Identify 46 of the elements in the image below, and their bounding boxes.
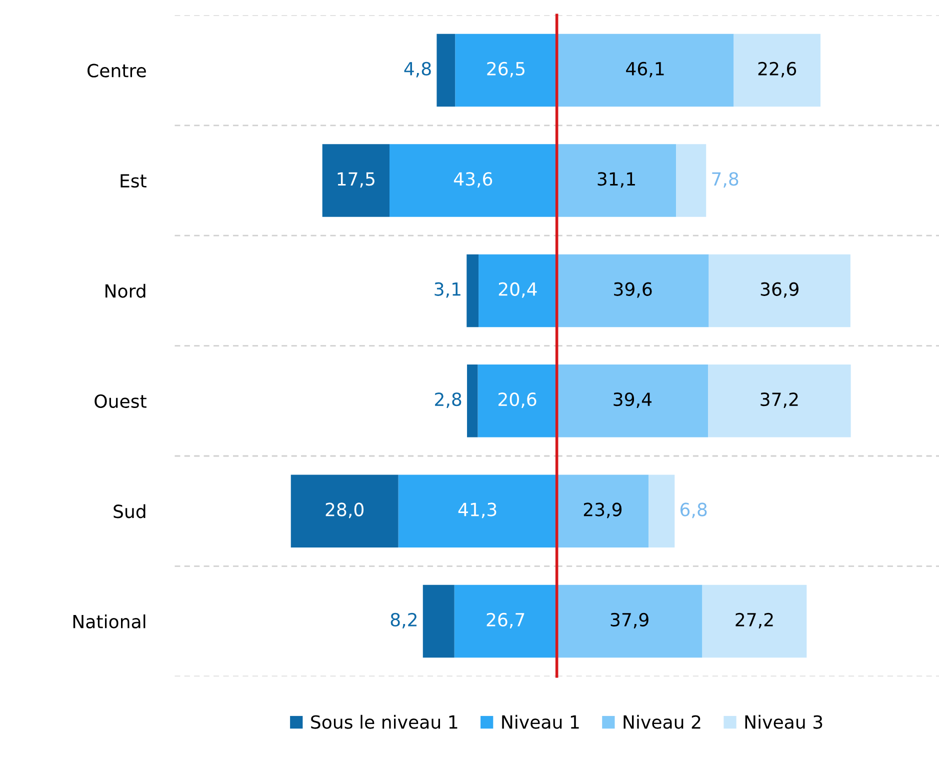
bar [676,144,706,217]
data-label: 7,8 [712,172,738,188]
data-label: 31,1 [598,172,635,188]
y-tick-label: Nord [106,284,146,298]
data-label: 6,8 [680,502,707,518]
data-label: 39,6 [614,282,652,298]
bar [322,144,390,217]
data-label: 2,8 [435,392,462,408]
data-label: 36,9 [760,282,798,298]
bar [708,364,851,438]
data-label: 4,8 [404,62,431,78]
bar [290,474,398,548]
legend-label: Sous le niveau 1 [311,714,458,729]
data-label: 37,2 [760,392,798,408]
legend-label: Niveau 1 [502,714,579,729]
data-label: 39,4 [614,392,652,408]
data-label: 8,2 [390,612,416,628]
bar [648,474,675,548]
data-label: 28,0 [326,502,364,518]
y-tick-label: Ouest [94,394,146,408]
data-label: 37,9 [610,612,648,628]
bar [466,254,479,328]
y-tick-label: Est [120,174,146,188]
bar [708,254,850,328]
y-tick-label: Centre [88,64,146,78]
legend-label: Niveau 2 [624,714,700,729]
bar [422,584,454,658]
y-tick-label: National [73,614,146,628]
bar [467,364,478,438]
bar [436,34,456,107]
data-label: 43,6 [454,172,492,188]
legend-label: Niveau 3 [745,714,822,729]
data-label: 23,9 [584,502,622,518]
data-label: 22,6 [758,62,796,78]
bar [734,34,820,107]
data-label: 41,3 [458,502,496,518]
data-label: 20,6 [498,392,536,408]
data-label: 27,2 [736,612,773,628]
y-tick-label: Sud [114,504,146,518]
data-label: 20,4 [498,282,537,298]
data-label: 26,5 [487,62,524,78]
data-label: 46,1 [626,62,664,78]
data-label: 26,7 [486,612,524,628]
data-label: 3,1 [434,282,460,298]
bar [702,584,807,658]
data-label: 17,5 [338,172,374,188]
